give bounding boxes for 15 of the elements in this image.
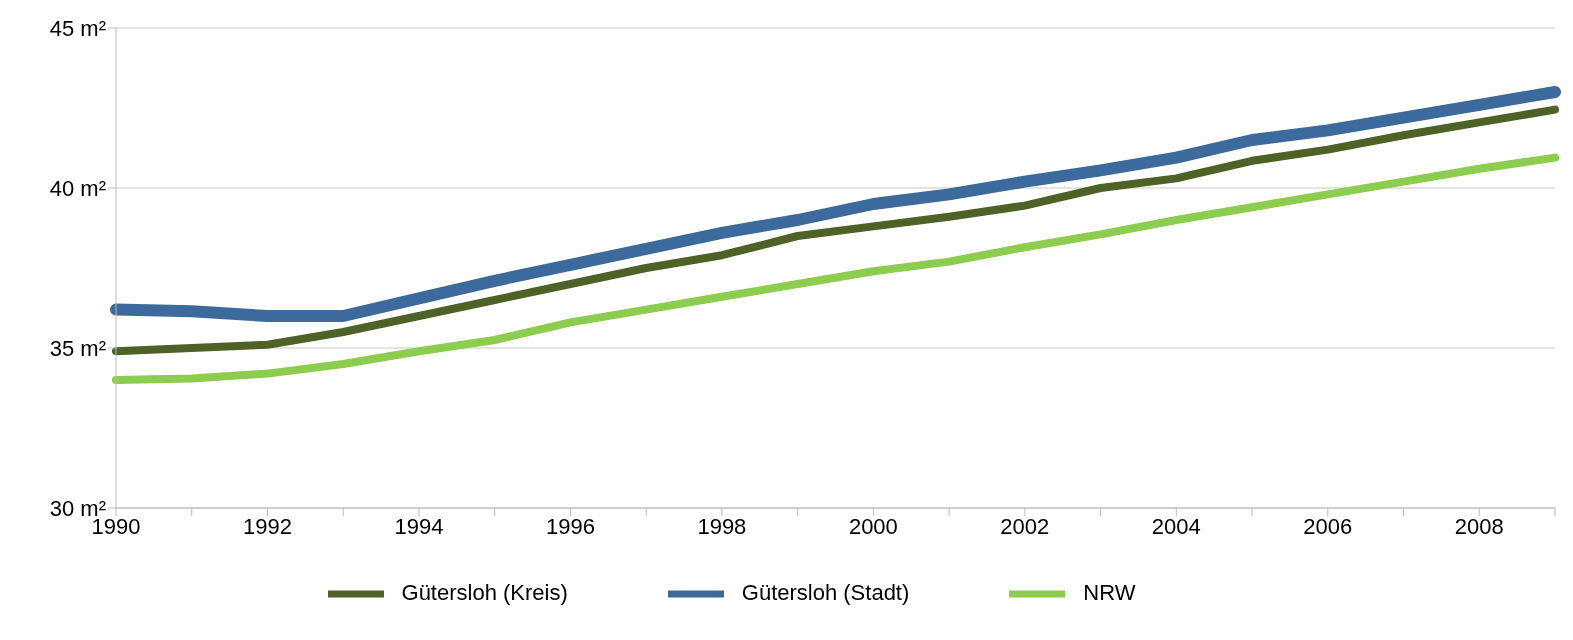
x-tick-label: 1998 — [697, 513, 747, 539]
y-tick-label: 45 m² — [49, 15, 106, 41]
legend-label: Gütersloh (Stadt) — [741, 579, 910, 605]
x-tick-label: 2004 — [1151, 513, 1201, 539]
y-tick-label: 40 m² — [49, 175, 106, 201]
legend-label: Gütersloh (Kreis) — [401, 579, 568, 605]
x-tick-label: 1994 — [394, 513, 444, 539]
x-tick-label: 2006 — [1303, 513, 1353, 539]
x-tick-label: 1992 — [243, 513, 292, 539]
y-tick-label: 35 m² — [49, 335, 106, 361]
legend-label: NRW — [1083, 579, 1136, 605]
x-tick-label: 1996 — [545, 513, 595, 539]
x-tick-label: 2000 — [848, 513, 898, 539]
x-tick-label: 2008 — [1454, 513, 1504, 539]
x-tick-label: 2002 — [1000, 513, 1050, 539]
